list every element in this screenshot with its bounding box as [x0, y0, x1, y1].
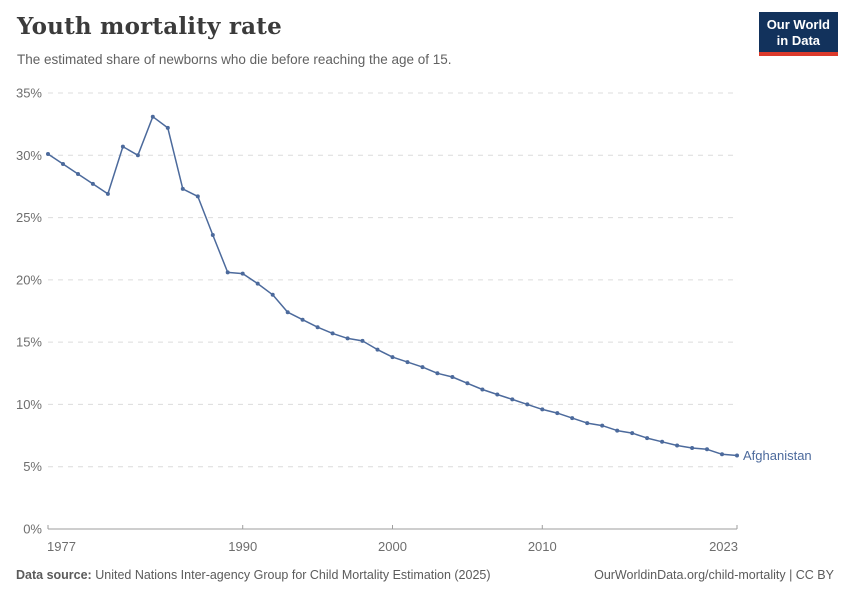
data-point[interactable] — [390, 355, 395, 360]
data-point[interactable] — [675, 443, 680, 448]
y-tick-label: 20% — [16, 272, 42, 287]
data-point[interactable] — [360, 338, 365, 343]
data-point[interactable] — [90, 181, 95, 186]
data-point[interactable] — [660, 439, 665, 444]
data-point[interactable] — [405, 360, 410, 365]
data-point[interactable] — [150, 114, 155, 119]
owid-logo-line1: Our World — [766, 17, 830, 32]
y-tick-label: 0% — [23, 522, 42, 537]
data-point[interactable] — [495, 392, 500, 397]
y-tick-label: 15% — [16, 335, 42, 350]
x-tick-label: 2023 — [709, 539, 738, 554]
data-source-label: Data source: — [16, 568, 92, 582]
data-point[interactable] — [61, 162, 65, 166]
footer-credit-link[interactable]: OurWorldinData.org/child-mortality | CC … — [594, 568, 834, 582]
data-point[interactable] — [525, 402, 530, 407]
series-end-label: Afghanistan — [743, 448, 812, 463]
data-point[interactable] — [165, 125, 170, 130]
data-point[interactable] — [315, 325, 320, 330]
data-point[interactable] — [270, 292, 275, 297]
data-point[interactable] — [120, 144, 125, 149]
data-point[interactable] — [690, 446, 695, 450]
data-point[interactable] — [480, 387, 485, 392]
data-point[interactable] — [615, 428, 620, 433]
data-point[interactable] — [225, 270, 230, 275]
data-point[interactable] — [570, 416, 575, 421]
owid-logo[interactable]: Our World in Data — [758, 12, 838, 57]
data-point[interactable] — [600, 423, 605, 428]
y-tick-label: 10% — [16, 397, 42, 412]
owid-logo-line2: in Data — [776, 32, 821, 48]
data-point[interactable] — [375, 347, 380, 352]
x-tick-label: 2000 — [378, 539, 407, 554]
data-point[interactable] — [345, 336, 350, 341]
data-point[interactable] — [46, 152, 50, 156]
data-point[interactable] — [180, 186, 185, 191]
data-point[interactable] — [195, 194, 200, 199]
data-point[interactable] — [330, 331, 335, 336]
data-point[interactable] — [300, 317, 305, 322]
x-tick-label: 1990 — [228, 539, 257, 554]
data-point[interactable] — [435, 371, 440, 376]
y-tick-label: 5% — [23, 459, 42, 474]
data-point[interactable] — [420, 365, 425, 370]
chart-subtitle: The estimated share of newborns who die … — [17, 52, 452, 67]
data-point[interactable] — [465, 381, 470, 386]
y-tick-label: 30% — [16, 148, 42, 163]
data-point[interactable] — [240, 271, 245, 276]
data-point[interactable] — [585, 421, 590, 426]
data-point[interactable] — [645, 436, 650, 441]
y-tick-label: 35% — [16, 86, 42, 101]
data-point[interactable] — [76, 172, 80, 176]
data-point[interactable] — [255, 281, 260, 286]
x-tick-label: 2010 — [528, 539, 557, 554]
data-point[interactable] — [105, 191, 110, 196]
y-tick-label: 25% — [16, 210, 42, 225]
data-point[interactable] — [705, 447, 709, 452]
chart-footer: Data source: United Nations Inter-agency… — [16, 568, 834, 582]
data-point[interactable] — [285, 310, 290, 315]
data-point[interactable] — [510, 397, 515, 402]
data-point[interactable] — [135, 153, 140, 158]
data-point[interactable] — [210, 233, 215, 237]
data-source-text: United Nations Inter-agency Group for Ch… — [95, 568, 491, 582]
data-point[interactable] — [540, 407, 545, 412]
data-source-line: Data source: United Nations Inter-agency… — [16, 568, 491, 582]
data-point[interactable] — [630, 431, 635, 436]
data-point[interactable] — [555, 411, 560, 416]
x-tick-label: 1977 — [47, 539, 76, 554]
data-point[interactable] — [450, 375, 455, 379]
chart-title: Youth mortality rate — [17, 13, 282, 40]
data-point[interactable] — [720, 452, 724, 457]
data-point[interactable] — [735, 453, 739, 458]
